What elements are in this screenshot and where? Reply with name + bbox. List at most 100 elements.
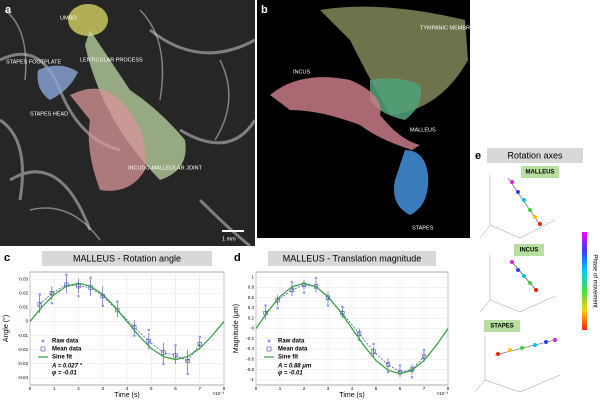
raw-point	[264, 304, 267, 307]
raw-point	[386, 370, 390, 374]
panel-letter: b	[261, 4, 268, 16]
x-tick-label: 5	[375, 386, 378, 391]
legend-swatch	[267, 339, 271, 343]
raw-point	[174, 344, 177, 347]
stapes	[394, 150, 429, 215]
annotation: A = 0.027 °	[51, 364, 83, 370]
scale-bar	[222, 230, 244, 232]
y-tick-label: 0.01	[19, 305, 28, 310]
y-tick-label: -0.02	[18, 347, 29, 352]
x-tick-label: 4	[351, 386, 354, 391]
mean-point	[385, 362, 391, 367]
raw-point	[50, 301, 54, 305]
malleus	[370, 78, 421, 120]
y-axis-label: Magnitude (μm)	[233, 304, 240, 353]
y-tick-label: -0.01	[18, 333, 29, 338]
panel-letter: a	[5, 4, 12, 16]
x-axis-label: Time (s)	[114, 392, 139, 399]
annotation: LENTICULAR PROCESS	[80, 57, 143, 63]
y-tick-label: 0	[25, 319, 28, 324]
umbo	[68, 4, 108, 36]
mean-point	[161, 350, 166, 355]
raw-point	[276, 306, 279, 310]
legend-swatch	[266, 346, 272, 352]
mean-point	[37, 302, 42, 307]
mean-point	[409, 367, 415, 372]
label-box	[514, 244, 544, 256]
legend-label: Sine fit	[278, 355, 298, 361]
raw-point	[341, 305, 344, 309]
y-tick-label: 0.2	[248, 315, 255, 320]
x-tick-label: 7	[423, 386, 426, 391]
x-tick-label: 2	[77, 386, 80, 391]
raw-point	[302, 291, 306, 294]
legend-label: Mean data	[278, 347, 308, 353]
x-axis-label: Time (s)	[339, 392, 364, 399]
mean-point	[185, 358, 190, 364]
panel-letter: c	[4, 252, 10, 264]
x-tick-label: 8	[223, 386, 226, 391]
raw-point	[77, 294, 80, 298]
x-tick-label: 6	[174, 386, 177, 391]
raw-point	[398, 364, 402, 367]
mean-point	[173, 353, 178, 358]
label-box	[521, 166, 559, 178]
x-tick-label: 3	[101, 386, 104, 391]
x-tick-label: 1	[279, 386, 282, 391]
annotation: TYMPANIC MEMBRANE	[420, 25, 482, 31]
panel-title: Rotation axes	[507, 150, 563, 160]
colorbar	[582, 232, 587, 330]
raw-point	[410, 375, 414, 379]
plot-label: MALLEUS	[526, 170, 555, 176]
y-tick-label: -1	[250, 377, 254, 382]
annotation: φ = -0.01	[52, 371, 77, 377]
chart-title: MALLEUS - Rotation angle	[73, 253, 181, 263]
raw-point	[147, 328, 151, 332]
x-tick-label: 4	[126, 386, 129, 391]
mean-point	[115, 308, 120, 313]
title-box	[268, 251, 436, 266]
chart-title: MALLEUS - Translation magnitude	[283, 253, 422, 263]
raw-point	[65, 273, 68, 277]
title-box	[42, 251, 212, 266]
x-tick-label: 0	[255, 386, 258, 391]
stapes	[37, 65, 78, 100]
incus	[270, 77, 420, 150]
y-tick-label: -0.2	[246, 336, 254, 341]
panel-letter: d	[234, 252, 241, 264]
legend-label: Sine fit	[52, 355, 72, 361]
y-tick-label: 0.03	[19, 276, 28, 281]
raw-point	[186, 372, 189, 376]
raw-point	[198, 335, 202, 339]
y-tick-label: -0.04	[18, 375, 29, 380]
mean-point	[357, 331, 362, 336]
y-tick-label: -0.03	[18, 361, 29, 366]
malleus	[85, 30, 186, 180]
plot-label: INCUS	[520, 248, 539, 254]
y-tick-label: 0.6	[248, 295, 255, 300]
annotation: A = 0.88 μm	[277, 364, 312, 370]
y-tick-label: -0.6	[246, 357, 254, 362]
raw-point	[290, 280, 294, 284]
colorbar-label: Phase of movement	[591, 254, 597, 308]
axes-3d	[474, 175, 561, 393]
annotation: MALLEUS	[410, 127, 436, 133]
label-box	[484, 320, 520, 332]
raw-point	[314, 276, 318, 280]
mean-point	[197, 341, 202, 347]
annotation: INCUS	[293, 69, 310, 75]
x-tick-label: 5	[150, 386, 153, 391]
y-axis-label: Angle (°)	[2, 315, 10, 342]
raw-point	[89, 276, 92, 279]
panel-a: a UMBO STAPES FOOTPLATE LENTICULAR PROCE…	[0, 0, 257, 248]
legend-label: Raw data	[52, 339, 79, 345]
legend-label: Raw data	[278, 339, 305, 345]
annotation: UMBO	[60, 15, 77, 21]
x-tick-label: 1	[53, 386, 56, 391]
y-tick-label: 0	[251, 326, 254, 331]
fit-line	[29, 282, 225, 361]
tympanic-membrane	[320, 6, 468, 116]
raw-point	[38, 293, 41, 296]
